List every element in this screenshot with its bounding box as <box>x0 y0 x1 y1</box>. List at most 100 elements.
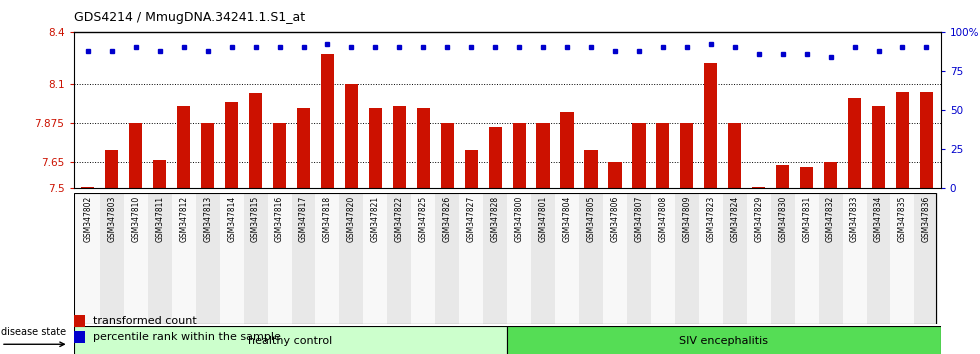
Bar <box>872 106 885 188</box>
Bar <box>680 123 694 188</box>
Bar <box>412 193 435 324</box>
Text: transformed count: transformed count <box>93 316 197 326</box>
Bar <box>770 193 795 324</box>
Bar <box>603 193 627 324</box>
Bar <box>201 123 215 188</box>
Text: GSM347800: GSM347800 <box>514 195 523 242</box>
Bar <box>584 149 598 188</box>
Text: GSM347823: GSM347823 <box>707 195 715 242</box>
Bar <box>441 123 454 188</box>
Bar <box>675 193 699 324</box>
Bar <box>74 326 508 354</box>
Bar <box>244 193 268 324</box>
Text: GSM347830: GSM347830 <box>778 195 787 242</box>
Bar <box>316 193 339 324</box>
Bar <box>752 187 765 188</box>
Bar <box>891 193 914 324</box>
Text: GSM347821: GSM347821 <box>370 195 380 242</box>
Text: disease state: disease state <box>1 327 66 337</box>
Text: GSM347834: GSM347834 <box>874 195 883 242</box>
Bar <box>536 123 550 188</box>
Bar <box>268 193 291 324</box>
Text: GSM347820: GSM347820 <box>347 195 356 242</box>
Bar <box>699 193 723 324</box>
Bar <box>123 193 148 324</box>
Bar <box>81 187 94 188</box>
Text: GSM347812: GSM347812 <box>179 195 188 242</box>
Bar <box>627 193 651 324</box>
Bar <box>225 102 238 188</box>
Bar <box>435 193 460 324</box>
Bar <box>177 106 190 188</box>
Text: GSM347817: GSM347817 <box>299 195 308 242</box>
Bar <box>843 193 866 324</box>
Text: GSM347818: GSM347818 <box>323 195 332 242</box>
Bar <box>465 149 478 188</box>
Text: GSM347806: GSM347806 <box>611 195 619 242</box>
Text: GSM347828: GSM347828 <box>491 195 500 242</box>
Bar <box>508 193 531 324</box>
Bar <box>848 98 861 188</box>
Text: GSM347824: GSM347824 <box>730 195 739 242</box>
Text: GSM347804: GSM347804 <box>563 195 571 242</box>
Text: GSM347825: GSM347825 <box>418 195 428 242</box>
Text: GSM347816: GSM347816 <box>275 195 284 242</box>
Text: GSM347802: GSM347802 <box>83 195 92 242</box>
Bar <box>508 326 941 354</box>
Text: GSM347811: GSM347811 <box>155 195 165 242</box>
Bar <box>531 193 555 324</box>
Text: GSM347829: GSM347829 <box>755 195 763 242</box>
Text: GSM347835: GSM347835 <box>898 195 907 242</box>
Bar <box>513 123 525 188</box>
Bar <box>920 92 933 188</box>
Bar <box>291 193 316 324</box>
Bar <box>818 193 843 324</box>
Bar <box>393 106 406 188</box>
Text: GSM347805: GSM347805 <box>586 195 596 242</box>
Text: GSM347809: GSM347809 <box>682 195 691 242</box>
Bar <box>320 55 334 188</box>
Text: GSM347814: GSM347814 <box>227 195 236 242</box>
Bar <box>129 123 142 188</box>
Bar <box>345 84 358 188</box>
Text: healthy control: healthy control <box>248 336 332 346</box>
Text: GSM347808: GSM347808 <box>659 195 667 242</box>
Text: GSM347803: GSM347803 <box>108 195 117 242</box>
Bar <box>153 160 167 188</box>
Bar <box>489 127 502 188</box>
Bar <box>795 193 818 324</box>
Text: GSM347801: GSM347801 <box>539 195 548 242</box>
Text: GSM347826: GSM347826 <box>443 195 452 242</box>
Bar <box>483 193 508 324</box>
Bar <box>196 193 220 324</box>
Bar <box>609 162 621 188</box>
Bar <box>339 193 364 324</box>
Bar <box>75 193 100 324</box>
Bar <box>776 165 789 188</box>
Bar <box>896 92 909 188</box>
Bar <box>273 123 286 188</box>
Bar <box>172 193 196 324</box>
Bar <box>723 193 747 324</box>
Bar <box>866 193 891 324</box>
Bar <box>100 193 123 324</box>
Bar <box>249 93 263 188</box>
Text: GSM347831: GSM347831 <box>803 195 811 242</box>
Text: percentile rank within the sample: percentile rank within the sample <box>93 332 281 342</box>
Text: SIV encephalitis: SIV encephalitis <box>679 336 768 346</box>
Text: GSM347827: GSM347827 <box>466 195 475 242</box>
Bar <box>824 162 837 188</box>
Text: GSM347822: GSM347822 <box>395 195 404 242</box>
Bar <box>105 149 119 188</box>
Bar <box>460 193 483 324</box>
Bar <box>657 123 669 188</box>
Text: GSM347815: GSM347815 <box>251 195 260 242</box>
Bar <box>555 193 579 324</box>
Bar <box>651 193 675 324</box>
Bar <box>561 112 573 188</box>
Text: GSM347832: GSM347832 <box>826 195 835 242</box>
Bar <box>579 193 603 324</box>
Bar <box>800 167 813 188</box>
Bar <box>368 108 382 188</box>
Text: GDS4214 / MmugDNA.34241.1.S1_at: GDS4214 / MmugDNA.34241.1.S1_at <box>74 11 305 24</box>
